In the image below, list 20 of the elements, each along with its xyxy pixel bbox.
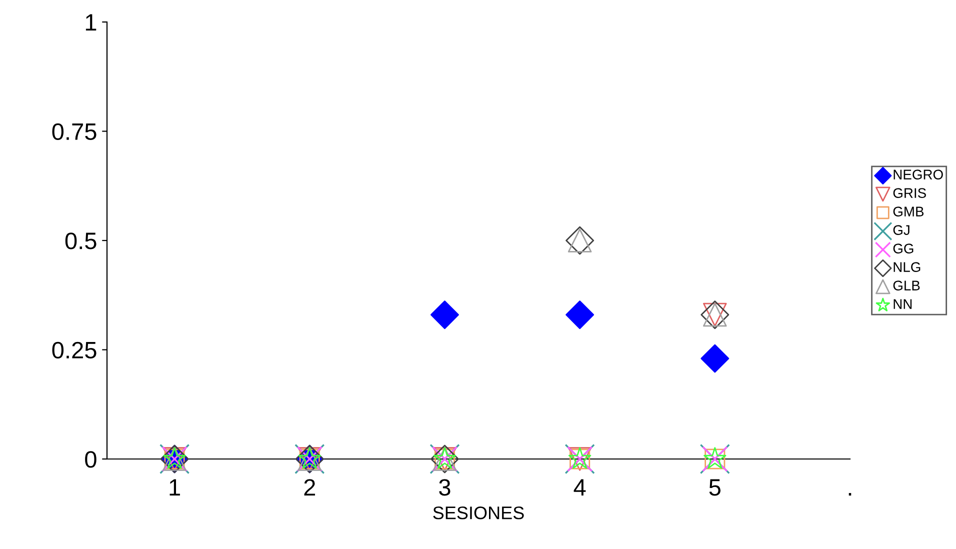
- x-tick-label: 1: [170, 479, 180, 496]
- legend-label: NEGRO: [894, 170, 943, 180]
- legend-label: NN: [894, 299, 912, 309]
- y-tick-label: 1: [86, 14, 96, 31]
- x-tick-label: .: [848, 493, 852, 496]
- y-tick-label: 0.75: [52, 123, 96, 140]
- x-axis-title: SESIONES: [433, 506, 524, 520]
- legend-label: GMB: [893, 206, 924, 216]
- x-tick-label: 5: [709, 479, 720, 496]
- legend-label: GJ: [893, 225, 910, 235]
- y-tick-label: 0.25: [52, 342, 96, 359]
- x-tick-label: 4: [574, 479, 586, 496]
- x-tick-label: 2: [304, 479, 316, 496]
- y-tick-label: 0: [85, 451, 96, 468]
- x-tick-label: 3: [439, 479, 450, 496]
- legend-label: GRIS: [893, 188, 926, 198]
- legend-label: GG: [893, 244, 914, 254]
- y-tick-label: 0.5: [65, 232, 96, 250]
- legend-label: NLG: [894, 262, 920, 272]
- legend-label: GLB: [893, 280, 920, 290]
